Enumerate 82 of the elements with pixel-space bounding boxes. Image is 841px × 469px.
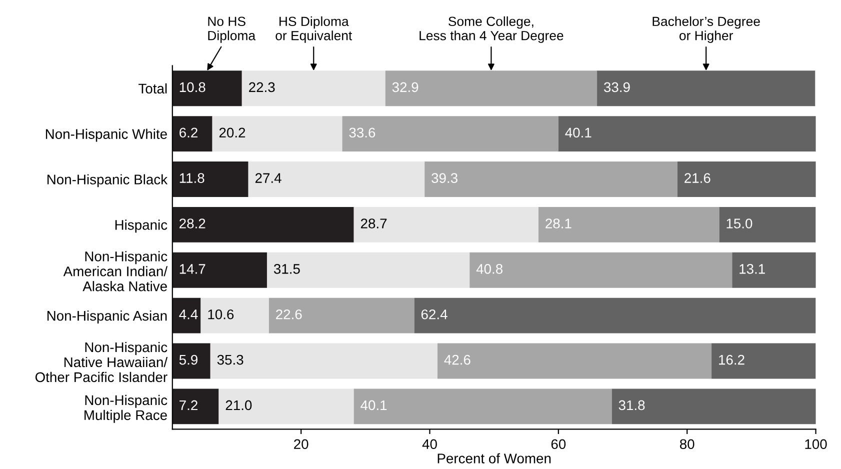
text: Bachelor’s Degree or Higher [652,16,760,43]
bar [218,388,354,424]
bar [172,388,219,424]
data-label: 33.6 [349,128,376,138]
data-label: 11.8 [180,173,204,183]
x-axis-title: Percent of Women [438,453,551,464]
data-label: 32.9 [392,82,418,92]
data-label: 21.6 [684,173,710,183]
data-label: 6.2 [180,128,198,138]
data-label: 13.1 [740,264,765,274]
data-label: 7.2 [180,400,198,410]
y-tick-label: Total [138,83,167,94]
bar [354,206,538,242]
y-tick-label: Hispanic [115,220,168,233]
data-label: 35.3 [217,354,244,365]
bar [732,252,816,288]
bar [172,70,242,106]
data-label: 31.8 [618,400,645,410]
bar [719,206,816,242]
bar [172,162,248,197]
data-label: 33.9 [604,82,630,92]
data-label: 42.6 [444,354,470,365]
bar [612,388,816,424]
data-label: 21.0 [226,400,252,410]
bar [558,116,816,152]
bar [172,206,354,242]
y-tick-label: Non-Hispanic Asian [47,310,167,324]
text: HS Diploma or Equivalent [276,16,352,43]
bar [268,298,414,334]
y-tick-label: Non-Hispanic American Indian/ Alaska Native [63,251,168,292]
data-label: 22.3 [249,82,275,92]
bar [210,343,438,379]
x-tick-label: 100 [805,439,827,450]
data-label: 28.7 [360,218,387,228]
x-tick-label: 20 [294,439,308,450]
bar [470,252,732,288]
data-label: 15.0 [726,218,752,228]
data-label: 28.2 [180,218,206,228]
bar [248,162,425,197]
data-label: 20.2 [219,128,246,138]
data-label: 10.8 [180,82,206,92]
bar [212,116,342,152]
bar [437,343,712,379]
bar [597,70,816,106]
text: No HS Diploma [208,16,256,43]
bar [342,116,558,152]
y-tick-label: Non-Hispanic Native Hawaiian/ Other Pacific Islander [35,342,168,382]
data-label: 10.6 [208,309,234,320]
bar [172,298,201,334]
data-label: 40.1 [360,400,387,410]
data-label: 4.4 [179,310,198,320]
data-label: 28.1 [546,218,572,228]
bar [172,252,267,288]
data-label: 40.8 [476,264,502,274]
data-label: 16.2 [719,354,744,365]
bar [538,206,720,242]
bar [677,162,816,197]
data-label: 22.6 [276,309,302,320]
text: Some College, Less than 4 Year Degree [420,16,564,43]
data-label: 62.4 [421,309,448,320]
bar [200,298,269,334]
x-tick-label: 80 [680,439,694,450]
bar [424,162,678,197]
bar [354,388,612,424]
y-tick-label: Non-Hispanic Black [48,174,168,188]
data-label: 40.1 [565,128,592,138]
bar [172,116,212,152]
bar [414,298,816,334]
y-tick-label: Non-Hispanic Multiple Race [84,394,168,423]
data-label: 5.9 [179,354,198,365]
data-label: 14.7 [180,264,206,274]
x-tick-label: 60 [551,439,566,450]
y-tick-label: Non-Hispanic White [46,128,167,142]
data-label: 39.3 [432,173,458,183]
bar [385,70,598,106]
data-label: 31.5 [274,264,300,274]
bar [712,343,816,379]
x-tick-label: 40 [422,439,437,450]
bar [242,70,386,106]
data-label: 27.4 [255,173,282,183]
bar [172,343,210,379]
bar [266,252,470,288]
